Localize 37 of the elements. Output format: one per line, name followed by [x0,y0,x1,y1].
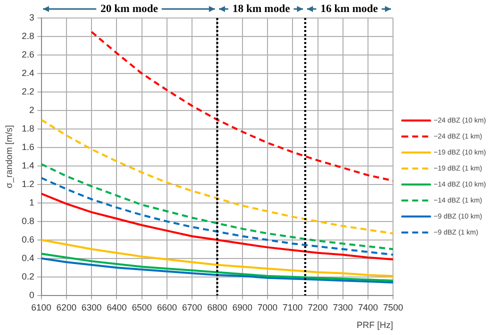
x-tick-label: 7200 [308,302,328,312]
x-tick-label: 6900 [232,302,252,312]
y-tick-label: 2.2 [22,86,34,96]
y-tick-label: 1.6 [22,142,34,152]
line-series [90,30,394,182]
y-tick-label: 2.6 [22,49,34,60]
y-tick-label: 1.2 [22,178,34,189]
y-tick-label: 1.4 [22,160,34,170]
y-tick-label: 0.4 [22,252,34,263]
x-tick-label: 6600 [156,302,177,312]
y-tick-label: 0 [29,290,34,300]
x-tick-label: 6300 [82,302,102,312]
y-tick-label: 1.8 [22,123,34,134]
x-axis-title: PRF [Hz] [356,320,394,330]
x-tick-label: 7300 [332,302,353,312]
y-tick-label: 0.8 [22,216,34,226]
x-tick-label: 6200 [56,302,76,312]
text: 16 km mode [320,2,378,15]
y-tick-label: 2.8 [22,30,34,41]
y-tick-label: 0.2 [22,271,34,282]
text: 20 km mode [100,2,158,15]
y-axis-title: σ_random [m/s] [4,125,14,188]
y-tick-label: 1 [29,197,34,208]
x-tick-label: 6100 [31,302,52,312]
x-tick-label: 6800 [207,302,228,312]
x-tick-label: 7500 [383,302,404,312]
y-tick-label: 2 [29,104,34,115]
y-tick-label: 3 [29,12,34,22]
x-tick-label: 7000 [257,302,278,312]
y-tick-label: 2.4 [22,68,34,78]
text: 18 km mode [232,2,290,15]
x-tick-label: 7400 [358,302,378,312]
x-tick-label: 6500 [132,302,152,312]
y-tick-label: 0.6 [22,234,34,244]
x-tick-label: 6400 [106,302,127,312]
x-tick-label: 6700 [182,302,202,312]
x-tick-label: 7100 [282,302,303,312]
